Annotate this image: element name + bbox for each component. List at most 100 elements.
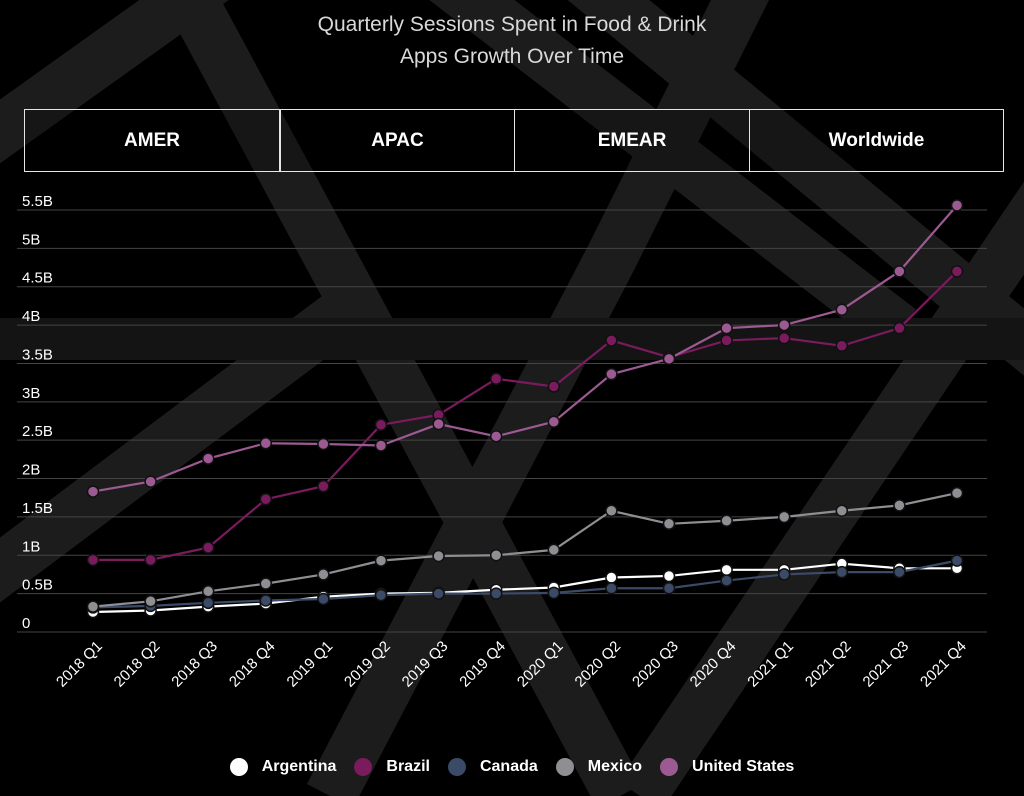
y-tick-label: 4.5B xyxy=(22,270,53,287)
tab-worldwide[interactable]: Worldwide xyxy=(750,109,1004,172)
data-point-mexico xyxy=(432,549,445,563)
data-point-mexico xyxy=(489,548,503,562)
x-tick-label: 2020 Q3 xyxy=(629,638,682,691)
data-point-mexico xyxy=(144,595,157,608)
data-point-brazil xyxy=(720,334,733,347)
series-line-united-states xyxy=(92,204,958,493)
tab-apac[interactable]: APAC xyxy=(280,109,515,172)
legend-item-argentina[interactable]: Argentina xyxy=(229,758,337,776)
data-point-united-states xyxy=(662,352,676,366)
y-tick-label: 3B xyxy=(22,385,40,402)
legend-swatch-icon xyxy=(354,758,373,776)
data-point-brazil xyxy=(893,321,906,335)
data-point-canada xyxy=(893,565,906,579)
data-point-argentina xyxy=(605,571,618,584)
data-point-united-states xyxy=(835,303,849,316)
data-point-brazil xyxy=(259,492,273,506)
chart-legend: Argentina Brazil Canada Mexico United States xyxy=(0,758,1024,776)
legend-item-canada[interactable]: Canada xyxy=(447,758,538,776)
tab-amer[interactable]: AMER xyxy=(24,109,280,172)
data-point-united-states xyxy=(605,367,618,381)
data-point-brazil xyxy=(489,372,503,386)
data-point-united-states xyxy=(547,415,561,428)
data-point-united-states xyxy=(374,439,388,452)
data-point-united-states xyxy=(86,485,100,498)
data-point-brazil xyxy=(201,541,215,554)
legend-swatch-icon xyxy=(447,758,466,776)
data-point-united-states xyxy=(489,430,503,443)
region-tabs: AMER APAC EMEAR Worldwide xyxy=(24,109,1004,172)
chart-title-line-2: Apps Growth Over Time xyxy=(399,45,625,68)
data-point-united-states xyxy=(950,199,964,212)
data-point-canada xyxy=(777,568,791,581)
data-point-united-states xyxy=(893,265,906,278)
series-line-brazil xyxy=(93,270,958,561)
data-point-united-states xyxy=(777,318,791,332)
y-tick-label: 2.5B xyxy=(22,423,53,440)
data-point-canada xyxy=(605,581,618,595)
data-point-united-states xyxy=(317,437,330,451)
data-point-mexico xyxy=(547,543,561,557)
legend-item-mexico[interactable]: Mexico xyxy=(555,758,642,776)
legend-label: Argentina xyxy=(261,758,337,775)
data-point-brazil xyxy=(605,334,618,347)
data-point-brazil xyxy=(317,479,330,493)
legend-label: United States xyxy=(692,758,795,775)
x-tick-label: 2018 Q2 xyxy=(111,638,164,691)
data-point-united-states xyxy=(201,452,215,465)
data-point-brazil xyxy=(86,553,100,567)
data-point-brazil xyxy=(835,339,849,353)
x-tick-label: 2021 Q3 xyxy=(860,638,913,691)
data-point-mexico xyxy=(777,510,791,524)
data-point-mexico xyxy=(720,514,733,527)
data-point-canada xyxy=(547,586,561,600)
data-point-united-states xyxy=(432,417,445,431)
data-point-mexico xyxy=(662,517,676,531)
data-point-canada xyxy=(662,581,676,595)
data-point-canada xyxy=(374,588,388,602)
x-tick-label: 2019 Q3 xyxy=(399,638,452,691)
x-tick-label: 2021 Q4 xyxy=(917,638,970,691)
x-tick-label: 2018 Q3 xyxy=(168,638,221,691)
data-point-mexico xyxy=(259,577,273,590)
x-tick-label: 2018 Q1 xyxy=(53,638,106,691)
series-line-canada xyxy=(92,559,958,609)
y-tick-label: 1B xyxy=(22,538,40,555)
x-tick-label: 2020 Q2 xyxy=(572,638,625,691)
legend-item-brazil[interactable]: Brazil xyxy=(354,758,430,776)
legend-label: Brazil xyxy=(386,758,430,775)
x-tick-label: 2020 Q1 xyxy=(514,638,567,691)
x-tick-label: 2019 Q1 xyxy=(284,638,337,691)
data-point-argentina xyxy=(720,563,733,577)
legend-swatch-icon xyxy=(660,758,679,776)
x-tick-label: 2020 Q4 xyxy=(687,638,740,691)
data-point-canada xyxy=(259,594,273,607)
data-point-mexico xyxy=(605,504,618,517)
data-point-canada xyxy=(835,565,849,579)
y-tick-label: 1.5B xyxy=(22,500,53,517)
series-line-mexico xyxy=(92,492,958,608)
tab-emear[interactable]: EMEAR xyxy=(515,109,750,172)
y-tick-label: 2B xyxy=(22,462,40,479)
data-point-united-states xyxy=(720,321,733,335)
data-point-mexico xyxy=(86,600,100,613)
data-point-canada xyxy=(201,596,215,610)
data-point-mexico xyxy=(374,554,388,567)
data-point-canada xyxy=(489,587,503,600)
data-point-canada xyxy=(950,554,964,567)
x-tick-label: 2019 Q4 xyxy=(456,638,509,691)
data-point-brazil xyxy=(950,265,964,278)
chart-title-line-1: Quarterly Sessions Spent in Food & Drink xyxy=(317,13,707,36)
data-point-mexico xyxy=(893,499,906,512)
y-tick-label: 0.5B xyxy=(22,577,53,594)
legend-item-united-states[interactable]: United States xyxy=(660,758,794,776)
y-tick-label: 4B xyxy=(22,308,40,325)
data-point-argentina xyxy=(662,569,676,583)
legend-swatch-icon xyxy=(229,758,248,776)
data-point-united-states xyxy=(144,475,157,488)
y-tick-label: 3.5B xyxy=(22,346,53,363)
y-tick-label: 0 xyxy=(22,615,30,632)
